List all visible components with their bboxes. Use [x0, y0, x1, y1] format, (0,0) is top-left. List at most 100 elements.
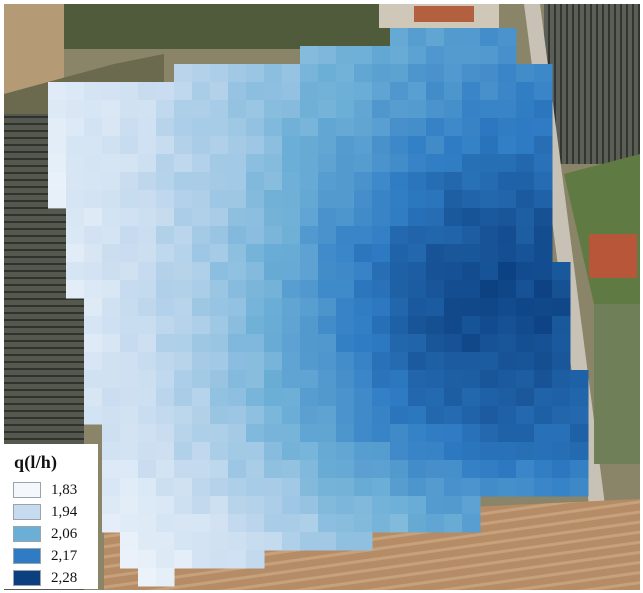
- heatmap-cell: [282, 460, 301, 479]
- heatmap-cell: [84, 388, 103, 407]
- heatmap-cell: [264, 136, 283, 155]
- heatmap-cell: [480, 316, 499, 335]
- heatmap-cell: [390, 370, 409, 389]
- heatmap-cell: [174, 100, 193, 119]
- heatmap-cell: [480, 82, 499, 101]
- heatmap-cell: [210, 154, 229, 173]
- heatmap-cell: [372, 118, 391, 137]
- heatmap-cell: [426, 514, 445, 533]
- heatmap-cell: [336, 136, 355, 155]
- heatmap-cell: [372, 262, 391, 281]
- heatmap-cell: [444, 352, 463, 371]
- heatmap-cell: [516, 82, 535, 101]
- heatmap-cell: [210, 388, 229, 407]
- heatmap-cell: [372, 298, 391, 317]
- heatmap-cell: [246, 550, 265, 569]
- heatmap-cell: [516, 406, 535, 425]
- heatmap-cell: [192, 226, 211, 245]
- heatmap-cell: [246, 442, 265, 461]
- legend-swatch: [13, 482, 41, 498]
- heatmap-cell: [84, 100, 103, 119]
- heatmap-cell: [210, 352, 229, 371]
- heatmap-cell: [138, 154, 157, 173]
- heatmap-cell: [282, 388, 301, 407]
- heatmap-cell: [102, 172, 121, 191]
- heatmap-cell: [156, 334, 175, 353]
- heatmap-cell: [282, 514, 301, 533]
- heatmap-cell: [138, 190, 157, 209]
- heatmap-cell: [480, 298, 499, 317]
- heatmap-cell: [138, 298, 157, 317]
- heatmap-cell: [552, 388, 571, 407]
- heatmap-cell: [444, 46, 463, 65]
- heatmap-cell: [174, 226, 193, 245]
- legend: q(l/h) 1,83 1,94 2,06 2,17 2,28: [4, 444, 98, 589]
- heatmap-cell: [372, 64, 391, 83]
- heatmap-cell: [246, 100, 265, 119]
- heatmap-cell: [354, 154, 373, 173]
- heatmap-cell: [174, 370, 193, 389]
- heatmap-cell: [552, 424, 571, 443]
- heatmap-cell: [228, 406, 247, 425]
- heatmap-cell: [336, 352, 355, 371]
- heatmap-cell: [228, 262, 247, 281]
- heatmap-cell: [408, 244, 427, 263]
- legend-item: 2,17: [13, 547, 77, 565]
- heatmap-cell: [66, 208, 85, 227]
- heatmap-cell: [318, 154, 337, 173]
- heatmap-cell: [120, 460, 139, 479]
- heatmap-cell: [318, 244, 337, 263]
- heatmap-cell: [372, 478, 391, 497]
- heatmap-cell: [264, 496, 283, 515]
- heatmap-cell: [372, 514, 391, 533]
- heatmap-cell: [210, 406, 229, 425]
- heatmap-cell: [552, 406, 571, 425]
- heatmap-cell: [408, 298, 427, 317]
- heatmap-cell: [102, 280, 121, 299]
- heatmap-cell: [228, 280, 247, 299]
- heatmap-cell: [192, 532, 211, 551]
- heatmap-cell: [336, 154, 355, 173]
- heatmap-cell: [480, 64, 499, 83]
- heatmap-cell: [480, 406, 499, 425]
- heatmap-cell: [66, 190, 85, 209]
- heatmap-cell: [354, 388, 373, 407]
- heatmap-cell: [300, 82, 319, 101]
- heatmap-cell: [282, 334, 301, 353]
- heatmap-cell: [390, 244, 409, 263]
- heatmap-cell: [516, 280, 535, 299]
- heatmap-cell: [534, 316, 553, 335]
- heatmap-cell: [282, 208, 301, 227]
- heatmap-cell: [462, 478, 481, 497]
- heatmap-cell: [138, 226, 157, 245]
- heatmap-cell: [462, 442, 481, 461]
- heatmap-cell: [534, 442, 553, 461]
- heatmap-cell: [192, 406, 211, 425]
- heatmap-cell: [318, 442, 337, 461]
- heatmap-cell: [552, 460, 571, 479]
- heatmap-cell: [462, 370, 481, 389]
- roof-top: [414, 6, 474, 22]
- heatmap-cell: [210, 514, 229, 533]
- heatmap-cell: [372, 352, 391, 371]
- heatmap-cell: [228, 136, 247, 155]
- heatmap-cell: [390, 280, 409, 299]
- heatmap-cell: [318, 406, 337, 425]
- heatmap-cell: [480, 478, 499, 497]
- heatmap-cell: [426, 172, 445, 191]
- heatmap-cell: [318, 190, 337, 209]
- heatmap-cell: [408, 280, 427, 299]
- heatmap-cell: [318, 136, 337, 155]
- heatmap-cell: [426, 64, 445, 83]
- heatmap-cell: [156, 424, 175, 443]
- heatmap-cell: [426, 406, 445, 425]
- heatmap-cell: [480, 442, 499, 461]
- heatmap-cell: [192, 280, 211, 299]
- heatmap-cell: [498, 460, 517, 479]
- heatmap-cell: [120, 262, 139, 281]
- heatmap-cell: [480, 352, 499, 371]
- heatmap-cell: [336, 406, 355, 425]
- heatmap-cell: [318, 460, 337, 479]
- heatmap-cell: [390, 424, 409, 443]
- heatmap-cell: [120, 172, 139, 191]
